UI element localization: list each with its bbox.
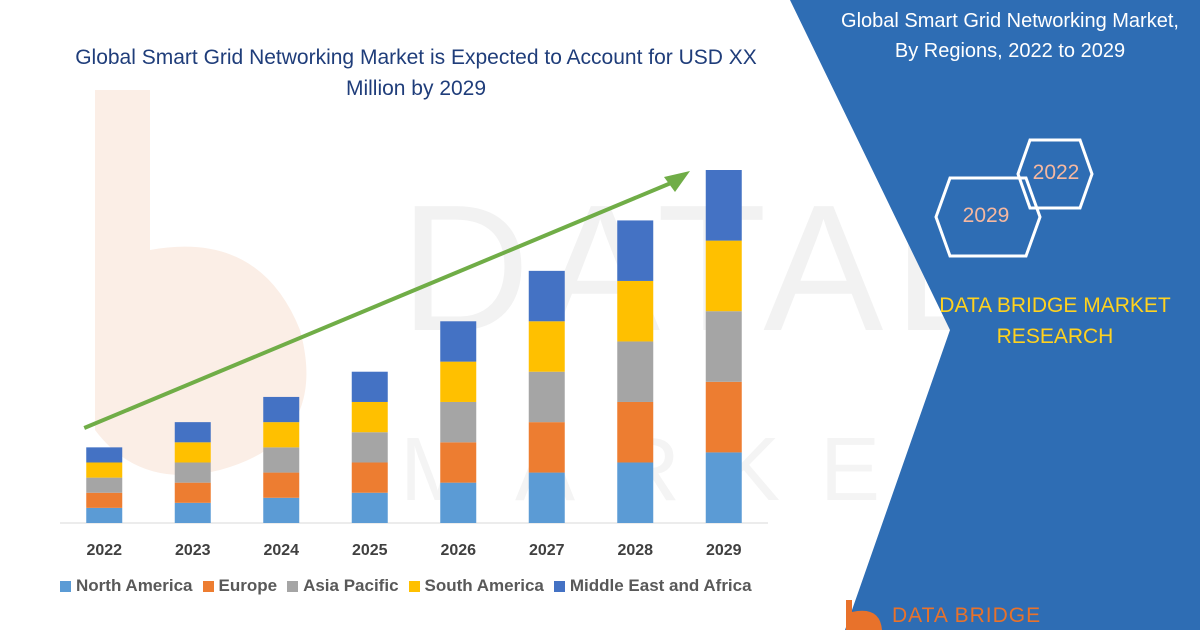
bar-segment-2025-south-america	[351, 401, 388, 433]
brand-line2: RESEARCH	[996, 325, 1114, 348]
trend-arrow-head-icon	[664, 171, 690, 192]
bar-segment-2027-middle-east-and-africa	[528, 270, 565, 322]
bar-segment-2023-asia-pacific	[174, 462, 211, 483]
bar-segment-2025-north-america	[351, 492, 388, 523]
x-tick-label: 2023	[175, 542, 211, 559]
bar-segment-2024-europe	[263, 472, 300, 498]
bar-segment-2026-north-america	[440, 482, 477, 523]
x-tick-label: 2028	[617, 542, 653, 559]
bar-segment-2028-europe	[617, 401, 654, 463]
hex-label-2022: 2022	[1032, 161, 1080, 184]
chart-title: Global Smart Grid Networking Market is E…	[75, 46, 757, 100]
legend-swatch	[287, 580, 299, 592]
bar-segment-2029-europe	[705, 381, 742, 453]
bar-segment-2023-north-america	[174, 502, 211, 523]
bar-segment-2022-north-america	[86, 507, 123, 523]
legend-swatch	[553, 580, 565, 592]
footer-logo-icon	[846, 600, 882, 630]
bar-segment-2023-south-america	[174, 442, 211, 463]
footer-brand: DATA BRIDGE	[892, 604, 1042, 627]
bar-segment-2022-middle-east-and-africa	[86, 447, 123, 463]
hexagon-2029-icon	[934, 176, 1042, 258]
legend-label: Asia Pacific	[303, 576, 399, 595]
legend-item: Middle East and Africa	[553, 576, 752, 596]
bar-segment-2029-south-america	[705, 240, 742, 312]
bar-segment-2028-north-america	[617, 462, 654, 523]
bar-segment-2027-north-america	[528, 472, 565, 523]
bar-segment-2022-asia-pacific	[86, 477, 123, 493]
chart-legend: North America Europe Asia Pacific South Ame…	[60, 576, 780, 596]
bar-segment-2026-middle-east-and-africa	[440, 321, 477, 362]
bar-segment-2022-south-america	[86, 462, 123, 478]
bar-segment-2026-south-america	[440, 361, 477, 402]
panel-title-line1: Global Smart Grid Networking Market,	[841, 10, 1179, 32]
panel-title-line2: By Regions, 2022 to 2029	[894, 40, 1126, 62]
legend-label: Middle East and Africa	[569, 576, 752, 595]
legend-swatch	[202, 580, 214, 592]
legend-swatch	[60, 580, 71, 592]
x-tick-label: 2029	[706, 542, 742, 559]
bar-segment-2026-asia-pacific	[440, 401, 477, 443]
legend-label: North America	[76, 576, 193, 595]
brand-line1: DATA BRIDGE MARKET	[939, 294, 1171, 317]
legend-swatch	[408, 580, 420, 592]
x-tick-label: 2022	[86, 542, 122, 559]
bar-segment-2024-middle-east-and-africa	[263, 396, 300, 423]
bar-segment-2028-middle-east-and-africa	[617, 220, 654, 281]
bar-segment-2027-asia-pacific	[528, 371, 565, 423]
bar-segment-2024-north-america	[263, 497, 300, 523]
x-tick-label: 2026	[440, 542, 476, 559]
legend-item: Europe	[202, 576, 278, 596]
bar-segment-2026-europe	[440, 442, 477, 483]
trend-arrow-line	[83, 179, 677, 430]
legend-item: North America	[60, 576, 193, 596]
bar-segment-2025-europe	[351, 462, 388, 493]
bar-segment-2023-europe	[174, 482, 211, 503]
bar-segment-2024-asia-pacific	[263, 447, 300, 473]
bar-segment-2029-asia-pacific	[705, 311, 742, 382]
hexagon-2022-icon	[1016, 138, 1094, 210]
bar-segment-2024-south-america	[263, 422, 300, 448]
bar-segment-2025-asia-pacific	[351, 432, 388, 463]
bar-segment-2027-south-america	[528, 321, 565, 372]
legend-item: Asia Pacific	[287, 576, 399, 596]
bar-segment-2028-south-america	[617, 280, 654, 342]
legend-item: South America	[408, 576, 544, 596]
legend-label: South America	[424, 576, 544, 595]
hex-label-2029: 2029	[962, 204, 1010, 227]
brand-name: DATA BRIDGE MARKET RESEARCH	[930, 290, 1180, 352]
bar-segment-2023-middle-east-and-africa	[174, 422, 211, 443]
bar-segment-2028-asia-pacific	[617, 341, 654, 402]
bar-segment-2022-europe	[86, 492, 123, 508]
panel-title: Global Smart Grid Networking Market, By …	[800, 6, 1200, 66]
bar-segment-2029-north-america	[705, 452, 742, 523]
x-tick-label: 2024	[263, 542, 299, 559]
bar-segment-2029-middle-east-and-africa	[705, 170, 742, 241]
bar-segment-2025-middle-east-and-africa	[351, 371, 388, 402]
x-tick-label: 2025	[352, 542, 388, 559]
legend-label: Europe	[218, 576, 278, 595]
bar-segment-2027-europe	[528, 422, 565, 473]
x-tick-label: 2027	[529, 542, 565, 559]
stacked-bar-chart: 2022 2023 2024 2025 2026 2027 2028 2029	[60, 170, 768, 559]
